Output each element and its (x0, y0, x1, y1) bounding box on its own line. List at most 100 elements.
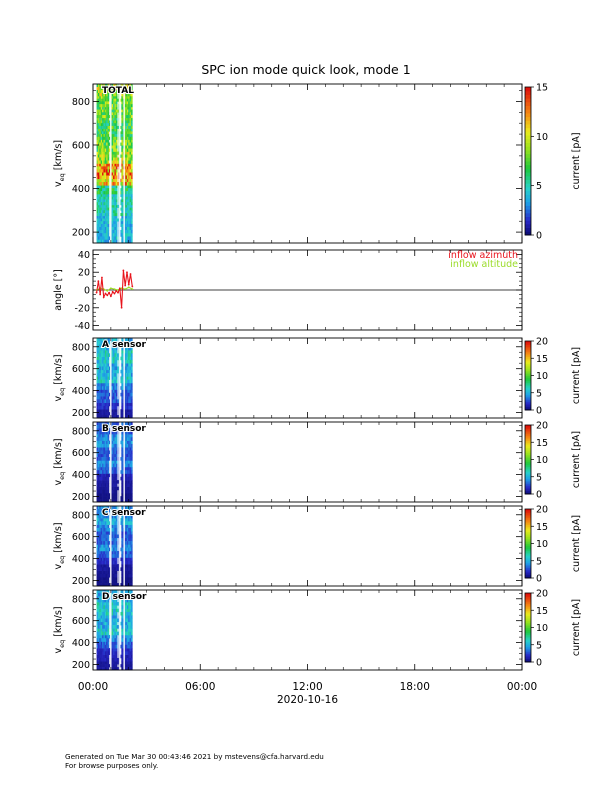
heatmap-cell (113, 648, 115, 652)
heatmap-cell (111, 537, 114, 542)
heatmap-cell (125, 104, 128, 108)
heatmap-cell (102, 347, 104, 351)
heatmap-cell (114, 599, 117, 603)
heatmap-cell (130, 399, 133, 403)
heatmap-cell (115, 641, 118, 646)
heatmap-cell (115, 101, 118, 105)
heatmap-cell (128, 89, 130, 94)
heatmap-cell (100, 344, 103, 348)
heatmap-cell (121, 369, 123, 374)
heatmap-cell (119, 583, 122, 587)
heatmap-cell (115, 166, 118, 170)
heatmap-cell (130, 154, 133, 158)
heatmap-cell (106, 580, 108, 584)
heatmap-cell (113, 233, 115, 237)
heatmap-cell (100, 347, 103, 351)
colorbar-tick-label: 20 (536, 505, 548, 516)
heatmap-cell (103, 239, 106, 244)
heatmap-cell (115, 611, 118, 616)
heatmap-cell (102, 425, 104, 429)
heatmap-cell (121, 618, 123, 623)
heatmap-cell (114, 499, 117, 503)
heatmap-cell (107, 402, 110, 407)
heatmap-cell (130, 233, 133, 237)
heatmap-cell (130, 101, 133, 105)
heatmap-cell (130, 115, 133, 119)
data-point (104, 292, 107, 295)
heatmap-cell (113, 207, 115, 211)
heatmap-cell (97, 236, 100, 241)
heatmap-cell (96, 644, 99, 649)
heatmap-cell (128, 641, 130, 646)
colorbar-segment (525, 596, 531, 599)
heatmap-cell (113, 106, 115, 110)
heatmap-cell (126, 457, 129, 461)
heatmap-cell (103, 667, 106, 671)
heatmap-cell (103, 213, 106, 217)
heatmap-cell (117, 98, 119, 102)
heatmap-cell (106, 473, 108, 478)
heatmap-cell (106, 644, 108, 649)
heatmap-cell (129, 106, 132, 110)
heatmap-cell (115, 95, 118, 100)
heatmap-cell (103, 379, 106, 384)
colorbar-segment (525, 157, 531, 162)
heatmap-cell (99, 136, 101, 140)
heatmap-cell (104, 131, 107, 135)
heatmap-cell (106, 89, 108, 94)
heatmap-cell (129, 84, 132, 88)
panel-label: C sensor (102, 508, 146, 518)
heatmap-cell (126, 196, 129, 200)
heatmap-cell (100, 437, 103, 441)
heatmap-cell (99, 518, 101, 522)
heatmap-cell (126, 373, 129, 377)
heatmap-cell (125, 590, 128, 594)
heatmap-cell (126, 402, 129, 407)
heatmap-cell (103, 564, 106, 568)
heatmap-cell (126, 338, 129, 342)
heatmap-cell (125, 226, 128, 231)
heatmap-cell (111, 466, 114, 471)
heatmap-cell (104, 405, 107, 410)
heatmap-cell (104, 638, 107, 642)
heatmap-cell (108, 86, 111, 91)
heatmap-cell (119, 457, 122, 461)
heatmap-cell (128, 392, 130, 397)
heatmap-cell (128, 120, 130, 124)
heatmap-cell (121, 470, 123, 474)
heatmap-cell (108, 634, 111, 639)
heatmap-cell (97, 541, 100, 545)
heatmap-cell (97, 84, 100, 88)
heatmap-cell (104, 431, 107, 435)
heatmap-cell (121, 547, 123, 552)
heatmap-cell (129, 196, 132, 200)
colorbar-segment (525, 384, 531, 387)
heatmap-cell (113, 215, 115, 219)
heatmap-cell (104, 359, 107, 364)
heatmap-cell (99, 131, 101, 135)
heatmap-cell (103, 151, 106, 155)
heatmap-cell (113, 447, 115, 451)
heatmap-cell (104, 356, 107, 361)
heatmap-cell (126, 443, 129, 448)
heatmap-cell (103, 611, 106, 616)
heatmap-cell (129, 550, 132, 555)
heatmap-cell (129, 154, 132, 158)
heatmap-cell (111, 204, 114, 208)
heatmap-cell (119, 557, 122, 562)
heatmap-cell (128, 106, 130, 110)
heatmap-cell (102, 631, 104, 636)
heatmap-cell (100, 120, 103, 124)
heatmap-cell (103, 599, 106, 603)
heatmap-cell (107, 409, 110, 413)
heatmap-cell (130, 373, 133, 377)
heatmap-cell (126, 515, 129, 519)
heatmap-cell (108, 376, 111, 380)
heatmap-cell (104, 123, 107, 127)
heatmap-cell (99, 440, 101, 445)
heatmap-cell (129, 396, 132, 400)
heatmap-cell (115, 221, 118, 225)
heatmap-cell (97, 527, 100, 532)
heatmap-cell (102, 175, 104, 180)
heatmap-cell (103, 447, 106, 451)
